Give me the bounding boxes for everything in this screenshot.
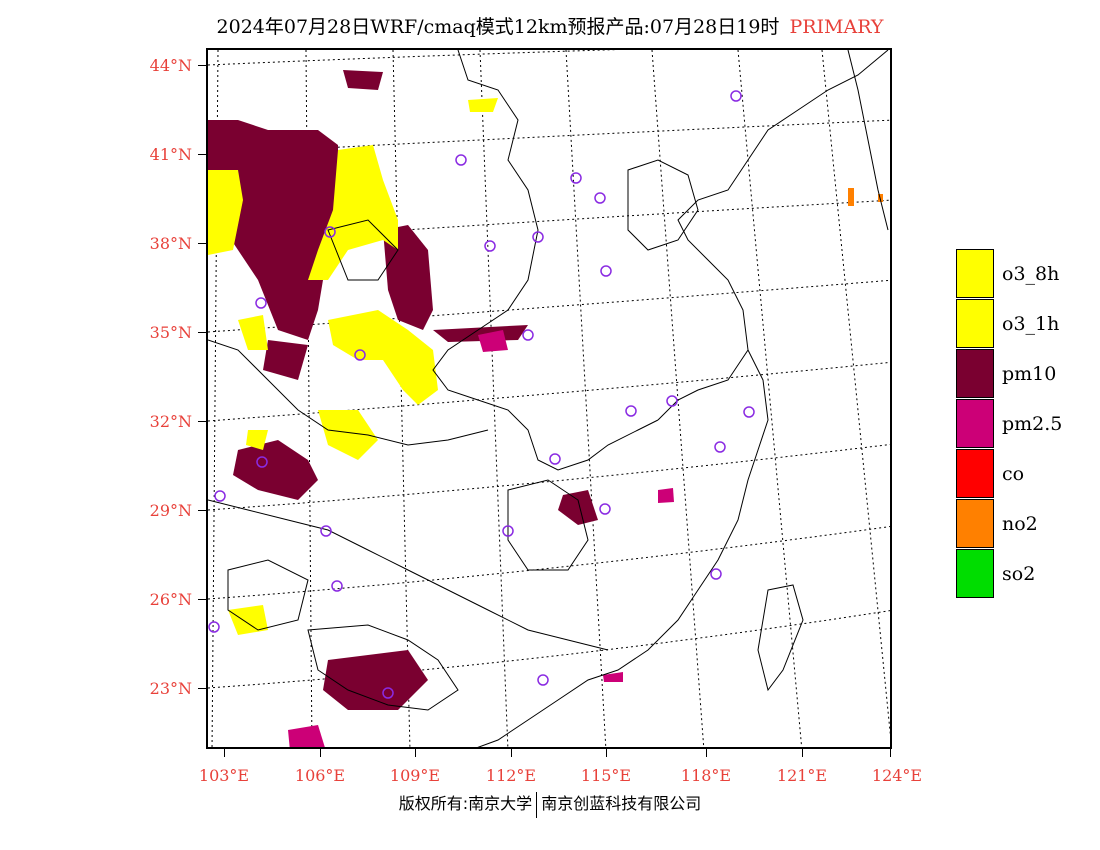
lat-tick (198, 65, 206, 66)
legend-swatch (956, 299, 994, 348)
lon-label-121: 121°E (776, 766, 828, 785)
legend-label: o3_1h (1002, 313, 1060, 335)
lat-label-26: 26°N (149, 590, 192, 609)
lon-tick (802, 749, 803, 757)
legend-swatch (956, 349, 994, 398)
map-title: 2024年07月28日WRF/cmaq模式12km预报产品:07月28日19时 P… (0, 12, 1100, 39)
lon-tick (224, 749, 225, 757)
legend-label: pm10 (1002, 363, 1057, 385)
legend-swatch (956, 499, 994, 548)
lat-label-29: 29°N (149, 501, 192, 520)
lat-label-35: 35°N (149, 323, 192, 342)
lon-tick (511, 749, 512, 757)
lon-label-109: 109°E (389, 766, 441, 785)
legend-swatch (956, 549, 994, 598)
map-canvas (208, 50, 890, 747)
legend-swatch (956, 399, 994, 448)
lon-tick (320, 749, 321, 757)
lon-tick (606, 749, 607, 757)
legend-label: o3_8h (1002, 263, 1060, 285)
graticule-latitudes (208, 50, 890, 689)
legend-label: so2 (1002, 563, 1036, 585)
legend-label: co (1002, 463, 1025, 485)
lon-label-118: 118°E (680, 766, 732, 785)
lat-tick (198, 243, 206, 244)
lon-label-103: 103°E (198, 766, 250, 785)
lat-tick (198, 154, 206, 155)
lon-label-124: 124°E (871, 766, 923, 785)
primary-tag: PRIMARY (789, 16, 884, 38)
credit-divider (536, 791, 538, 818)
lat-tick (198, 332, 206, 333)
legend-swatch (956, 449, 994, 498)
lat-label-41: 41°N (149, 145, 192, 164)
lat-tick (198, 510, 206, 511)
lon-tick (706, 749, 707, 757)
lat-label-23: 23°N (149, 679, 192, 698)
lon-tick (890, 749, 891, 757)
credit-left: 版权所有:南京大学 (398, 794, 533, 813)
legend-label: pm2.5 (1002, 413, 1063, 435)
o3-regions (208, 98, 498, 635)
map-area[interactable] (206, 48, 892, 749)
credit-right: 南京创蓝科技有限公司 (541, 794, 702, 813)
station-markers (208, 90, 755, 699)
legend-swatch (956, 249, 994, 298)
copyright-credit: 版权所有:南京大学 南京创蓝科技有限公司 (0, 790, 1100, 818)
pm25-regions (288, 330, 674, 747)
lat-label-38: 38°N (149, 234, 192, 253)
lat-tick (198, 688, 206, 689)
legend-label: no2 (1002, 513, 1038, 535)
lat-label-32: 32°N (149, 412, 192, 431)
lon-label-106: 106°E (294, 766, 346, 785)
title-text: 2024年07月28日WRF/cmaq模式12km预报产品:07月28日19时 (216, 16, 780, 38)
lon-tick (415, 749, 416, 757)
boundaries (208, 50, 889, 747)
lat-label-44: 44°N (149, 56, 192, 75)
lat-tick (198, 421, 206, 422)
lat-tick (198, 599, 206, 600)
lon-label-115: 115°E (580, 766, 632, 785)
pm10-regions (208, 70, 598, 710)
lon-label-112: 112°E (485, 766, 537, 785)
